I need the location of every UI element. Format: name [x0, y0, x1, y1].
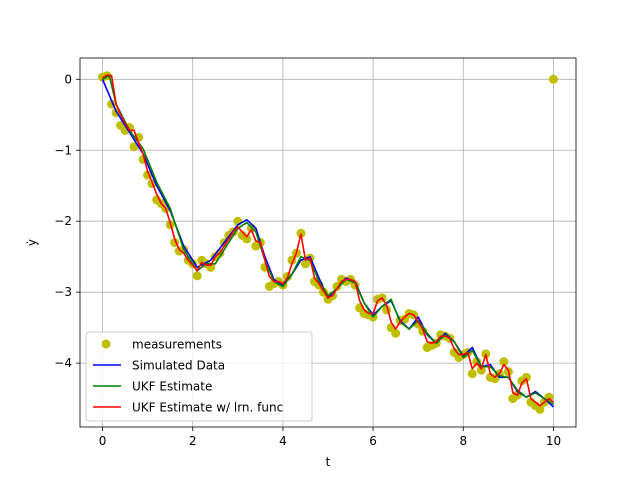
x-tick-label: 6 — [369, 434, 377, 448]
axes-frame — [79, 57, 577, 428]
x-tick-label: 10 — [546, 434, 561, 448]
legend-label: UKF Estimate w/ lrn. func — [132, 401, 283, 415]
x-tick-label: 0 — [99, 434, 107, 448]
y-tick-label: 0 — [64, 72, 72, 86]
ukf-estimate-w-lrn-func-line — [102, 74, 554, 407]
y-tick-label: −2 — [54, 214, 72, 228]
legend-item: UKF Estimate — [93, 380, 212, 394]
legend-item: measurements — [101, 338, 222, 352]
x-tick-label: 2 — [189, 434, 197, 448]
legend-marker — [101, 339, 111, 349]
y-tick-label: −4 — [54, 356, 72, 370]
ticks: 0 2 4 6 8 10 0 −1 −2 −3 −4 — [54, 72, 561, 448]
legend-box — [85, 331, 313, 422]
measurement-point — [467, 369, 477, 379]
legend: measurements Simulated Data UKF Estimate UK… — [85, 331, 313, 422]
legend-item: Simulated Data — [93, 359, 225, 373]
x-tick-label: 8 — [459, 434, 467, 448]
y-axis-label: ẏ — [25, 239, 39, 246]
plot-area — [98, 71, 558, 414]
x-tick-label: 4 — [279, 434, 287, 448]
measurement-point — [535, 404, 545, 414]
grid — [80, 58, 576, 427]
measurement-point — [499, 357, 509, 367]
legend-item: UKF Estimate w/ lrn. func — [93, 401, 283, 415]
y-tick-label: −1 — [54, 143, 72, 157]
y-tick-label: −3 — [54, 285, 72, 299]
measurement-point — [391, 328, 401, 338]
legend-label: UKF Estimate — [132, 380, 212, 394]
measurement-point — [242, 234, 252, 244]
measurement-point — [192, 271, 202, 281]
measurement-point — [476, 365, 486, 375]
legend-label: Simulated Data — [132, 359, 225, 373]
measurement-point — [548, 74, 558, 84]
legend-label: measurements — [132, 338, 222, 352]
x-axis-label: t — [326, 455, 331, 469]
measurement-point — [521, 372, 531, 382]
